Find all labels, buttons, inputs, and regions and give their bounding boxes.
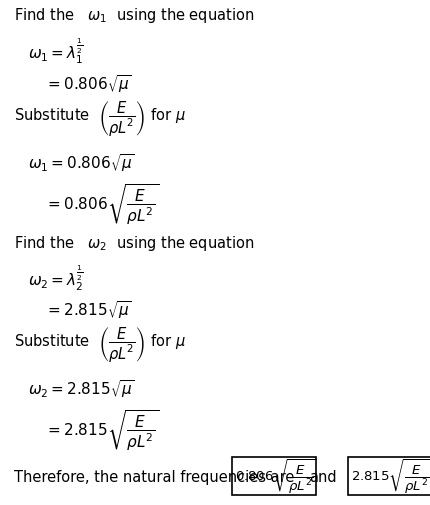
Text: Substitute  $\left(\dfrac{E}{\rho L^2}\right)$ for $\mu$: Substitute $\left(\dfrac{E}{\rho L^2}\ri…: [14, 99, 185, 138]
Text: $2.815\sqrt{\dfrac{E}{\rho L^2}}$: $2.815\sqrt{\dfrac{E}{\rho L^2}}$: [350, 457, 430, 495]
Text: Find the   $\omega_2$  using the equation: Find the $\omega_2$ using the equation: [14, 234, 254, 253]
Bar: [347, 457, 430, 495]
Text: $0.806\sqrt{\dfrac{E}{\rho L^2}}$: $0.806\sqrt{\dfrac{E}{\rho L^2}}$: [234, 457, 316, 495]
Text: Therefore, the natural frequencies are: Therefore, the natural frequencies are: [14, 470, 294, 484]
Text: $\omega_1 = \lambda_1^{\frac{1}{2}}$: $\omega_1 = \lambda_1^{\frac{1}{2}}$: [28, 36, 83, 66]
Text: $= 2.815\sqrt{\mu}$: $= 2.815\sqrt{\mu}$: [45, 298, 132, 320]
Text: $= 0.806\sqrt{\dfrac{E}{\rho L^2}}$: $= 0.806\sqrt{\dfrac{E}{\rho L^2}}$: [45, 182, 159, 226]
Text: $= 2.815\sqrt{\dfrac{E}{\rho L^2}}$: $= 2.815\sqrt{\dfrac{E}{\rho L^2}}$: [45, 407, 159, 451]
Text: $\omega_2 = \lambda_2^{\frac{1}{2}}$: $\omega_2 = \lambda_2^{\frac{1}{2}}$: [28, 263, 83, 292]
Text: Find the   $\omega_1$  using the equation: Find the $\omega_1$ using the equation: [14, 7, 254, 25]
Text: $= 0.806\sqrt{\mu}$: $= 0.806\sqrt{\mu}$: [45, 73, 132, 95]
Text: Substitute  $\left(\dfrac{E}{\rho L^2}\right)$ for $\mu$: Substitute $\left(\dfrac{E}{\rho L^2}\ri…: [14, 325, 185, 364]
Text: $\omega_1 = 0.806\sqrt{\mu}$: $\omega_1 = 0.806\sqrt{\mu}$: [28, 152, 135, 174]
Text: and: and: [308, 470, 336, 484]
Bar: [231, 457, 315, 495]
Text: $\omega_2 = 2.815\sqrt{\mu}$: $\omega_2 = 2.815\sqrt{\mu}$: [28, 377, 135, 399]
